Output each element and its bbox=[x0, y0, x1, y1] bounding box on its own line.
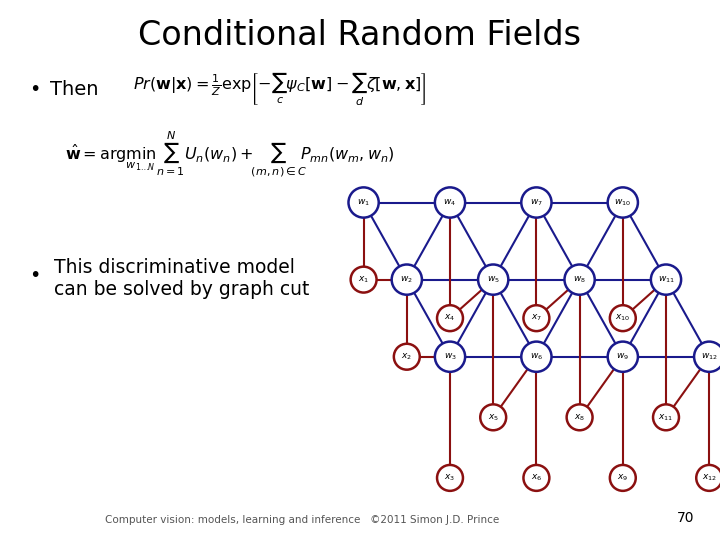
Ellipse shape bbox=[610, 465, 636, 491]
Text: $x_{2}$: $x_{2}$ bbox=[401, 352, 413, 362]
Ellipse shape bbox=[610, 305, 636, 331]
Text: $w_{9}$: $w_{9}$ bbox=[616, 352, 629, 362]
Text: $x_{10}$: $x_{10}$ bbox=[615, 313, 631, 323]
Text: $w_{7}$: $w_{7}$ bbox=[530, 197, 543, 208]
Text: $x_{4}$: $x_{4}$ bbox=[444, 313, 456, 323]
Text: $w_{3}$: $w_{3}$ bbox=[444, 352, 456, 362]
Text: Then: Then bbox=[50, 79, 99, 99]
Ellipse shape bbox=[564, 265, 595, 295]
Text: $x_{9}$: $x_{9}$ bbox=[617, 472, 629, 483]
Ellipse shape bbox=[653, 404, 679, 430]
Ellipse shape bbox=[392, 265, 422, 295]
Text: $w_{11}$: $w_{11}$ bbox=[657, 274, 675, 285]
Text: $w_{8}$: $w_{8}$ bbox=[573, 274, 586, 285]
Text: •: • bbox=[29, 79, 40, 99]
Text: $w_{12}$: $w_{12}$ bbox=[701, 352, 718, 362]
Text: Computer vision: models, learning and inference   ©2011 Simon J.D. Prince: Computer vision: models, learning and in… bbox=[105, 515, 500, 525]
Ellipse shape bbox=[651, 265, 681, 295]
Ellipse shape bbox=[567, 404, 593, 430]
Text: $w_{2}$: $w_{2}$ bbox=[400, 274, 413, 285]
Text: $\hat{\mathbf{w}} = \mathrm{arg}\min_{w_{1\ldots N}} \sum_{n=1}^{N} U_n(w_n) + \: $\hat{\mathbf{w}} = \mathrm{arg}\min_{w_… bbox=[65, 129, 395, 179]
Text: Conditional Random Fields: Conditional Random Fields bbox=[138, 19, 582, 52]
Ellipse shape bbox=[608, 342, 638, 372]
Text: $x_{5}$: $x_{5}$ bbox=[487, 412, 499, 423]
Ellipse shape bbox=[523, 305, 549, 331]
Text: can be solved by graph cut: can be solved by graph cut bbox=[54, 280, 310, 300]
Ellipse shape bbox=[394, 344, 420, 370]
Text: This discriminative model: This discriminative model bbox=[54, 258, 295, 277]
Text: $w_{1}$: $w_{1}$ bbox=[357, 197, 370, 208]
Text: $x_{3}$: $x_{3}$ bbox=[444, 472, 456, 483]
Ellipse shape bbox=[521, 187, 552, 218]
Text: $x_{1}$: $x_{1}$ bbox=[358, 274, 369, 285]
Ellipse shape bbox=[478, 265, 508, 295]
Text: $w_{5}$: $w_{5}$ bbox=[487, 274, 500, 285]
Text: $w_{6}$: $w_{6}$ bbox=[530, 352, 543, 362]
Text: $w_{10}$: $w_{10}$ bbox=[614, 197, 631, 208]
Text: $Pr(\mathbf{w}|\mathbf{x}) = \frac{1}{Z} \exp\!\left[-\sum_c \psi_C[\mathbf{w}] : $Pr(\mathbf{w}|\mathbf{x}) = \frac{1}{Z}… bbox=[133, 70, 427, 108]
Ellipse shape bbox=[351, 267, 377, 293]
Text: $x_{7}$: $x_{7}$ bbox=[531, 313, 542, 323]
Text: $x_{6}$: $x_{6}$ bbox=[531, 472, 542, 483]
Ellipse shape bbox=[696, 465, 720, 491]
Ellipse shape bbox=[437, 305, 463, 331]
Ellipse shape bbox=[523, 465, 549, 491]
Ellipse shape bbox=[608, 187, 638, 218]
Text: 70: 70 bbox=[678, 511, 695, 525]
Ellipse shape bbox=[480, 404, 506, 430]
Text: $w_{4}$: $w_{4}$ bbox=[444, 197, 456, 208]
Text: $x_{12}$: $x_{12}$ bbox=[702, 472, 716, 483]
Text: $x_{11}$: $x_{11}$ bbox=[659, 412, 673, 423]
Text: $x_{8}$: $x_{8}$ bbox=[574, 412, 585, 423]
Ellipse shape bbox=[521, 342, 552, 372]
Ellipse shape bbox=[694, 342, 720, 372]
Text: •: • bbox=[29, 266, 40, 285]
Ellipse shape bbox=[437, 465, 463, 491]
Ellipse shape bbox=[435, 187, 465, 218]
Ellipse shape bbox=[435, 342, 465, 372]
Ellipse shape bbox=[348, 187, 379, 218]
